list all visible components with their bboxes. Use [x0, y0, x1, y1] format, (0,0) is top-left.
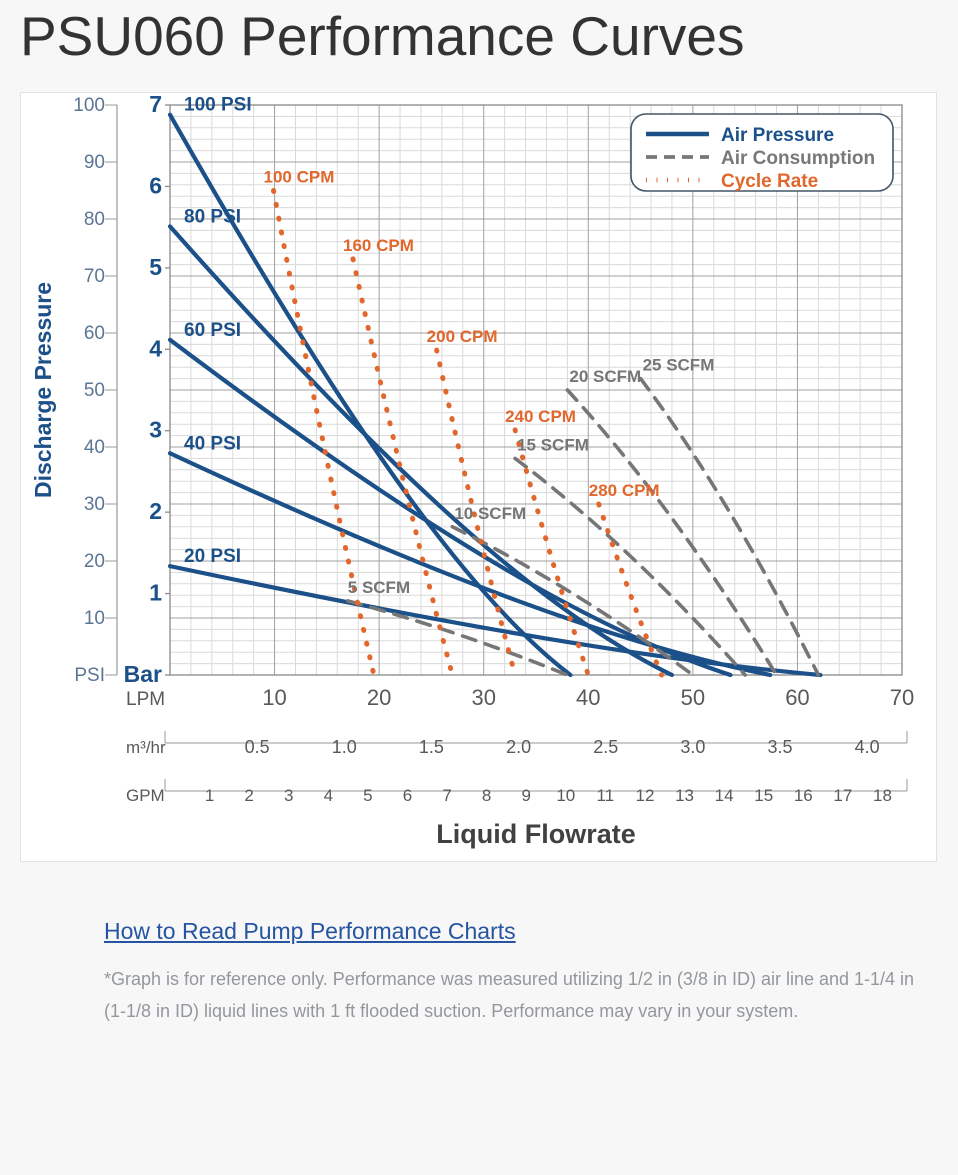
svg-text:100 CPM: 100 CPM [264, 168, 335, 187]
svg-text:Air Pressure: Air Pressure [721, 125, 834, 146]
svg-text:2.5: 2.5 [593, 737, 618, 757]
svg-text:Air Consumption: Air Consumption [721, 148, 875, 169]
svg-text:4.0: 4.0 [855, 737, 880, 757]
svg-text:20: 20 [84, 551, 105, 572]
svg-text:70: 70 [84, 266, 105, 287]
svg-text:15 SCFM: 15 SCFM [517, 435, 589, 454]
svg-text:10: 10 [262, 685, 286, 710]
svg-text:16: 16 [794, 786, 813, 805]
svg-text:60: 60 [785, 685, 809, 710]
svg-text:80: 80 [84, 209, 105, 230]
svg-text:100: 100 [73, 95, 105, 116]
svg-text:LPM: LPM [126, 689, 165, 710]
svg-text:18: 18 [873, 786, 892, 805]
svg-text:240 CPM: 240 CPM [505, 407, 576, 426]
svg-text:160 CPM: 160 CPM [343, 236, 414, 255]
svg-text:200 CPM: 200 CPM [427, 327, 498, 346]
svg-text:7: 7 [442, 786, 451, 805]
svg-text:20: 20 [367, 685, 391, 710]
svg-text:280 CPM: 280 CPM [589, 481, 660, 500]
svg-text:5: 5 [363, 786, 372, 805]
svg-text:1.0: 1.0 [332, 737, 357, 757]
svg-text:3: 3 [284, 786, 293, 805]
svg-text:13: 13 [675, 786, 694, 805]
svg-text:10: 10 [84, 608, 105, 629]
svg-text:90: 90 [84, 152, 105, 173]
svg-text:Bar: Bar [124, 661, 162, 687]
svg-text:1: 1 [205, 786, 214, 805]
svg-text:15: 15 [754, 786, 773, 805]
svg-text:2: 2 [149, 498, 162, 524]
svg-text:50: 50 [84, 380, 105, 401]
svg-text:5 SCFM: 5 SCFM [348, 578, 410, 597]
svg-text:50: 50 [681, 685, 705, 710]
svg-text:10: 10 [556, 786, 575, 805]
svg-text:12: 12 [635, 786, 654, 805]
svg-text:0.5: 0.5 [245, 737, 270, 757]
svg-text:11: 11 [597, 786, 615, 805]
svg-text:25 SCFM: 25 SCFM [643, 356, 715, 375]
svg-text:PSI: PSI [74, 665, 105, 686]
svg-text:30: 30 [84, 494, 105, 515]
svg-text:2.0: 2.0 [506, 737, 531, 757]
svg-text:Discharge Pressure: Discharge Pressure [30, 282, 56, 498]
svg-text:3.0: 3.0 [680, 737, 705, 757]
svg-text:1: 1 [149, 580, 162, 606]
svg-text:3: 3 [149, 417, 162, 443]
svg-text:40 PSI: 40 PSI [184, 433, 241, 454]
svg-text:40: 40 [576, 685, 600, 710]
svg-text:40: 40 [84, 437, 105, 458]
svg-text:5: 5 [149, 254, 162, 280]
svg-text:Liquid Flowrate: Liquid Flowrate [436, 819, 636, 849]
svg-text:20 SCFM: 20 SCFM [569, 367, 641, 386]
svg-text:20 PSI: 20 PSI [184, 546, 241, 567]
svg-text:17: 17 [833, 786, 852, 805]
svg-text:14: 14 [715, 786, 734, 805]
svg-text:8: 8 [482, 786, 491, 805]
svg-text:60 PSI: 60 PSI [184, 320, 241, 341]
svg-text:9: 9 [521, 786, 530, 805]
svg-text:6: 6 [403, 786, 412, 805]
svg-text:Cycle Rate: Cycle Rate [721, 171, 818, 192]
svg-text:100 PSI: 100 PSI [184, 95, 252, 116]
svg-text:3.5: 3.5 [767, 737, 792, 757]
svg-text:80 PSI: 80 PSI [184, 206, 241, 227]
svg-text:30: 30 [471, 685, 495, 710]
svg-text:m³/hr: m³/hr [126, 738, 166, 757]
svg-text:4: 4 [324, 786, 333, 805]
svg-text:4: 4 [149, 335, 162, 361]
svg-text:7: 7 [149, 93, 162, 117]
svg-text:60: 60 [84, 323, 105, 344]
svg-text:GPM: GPM [126, 786, 165, 805]
svg-text:1.5: 1.5 [419, 737, 444, 757]
svg-text:70: 70 [890, 685, 914, 710]
svg-text:6: 6 [149, 172, 162, 198]
svg-text:10 SCFM: 10 SCFM [454, 504, 526, 523]
svg-text:2: 2 [244, 786, 253, 805]
